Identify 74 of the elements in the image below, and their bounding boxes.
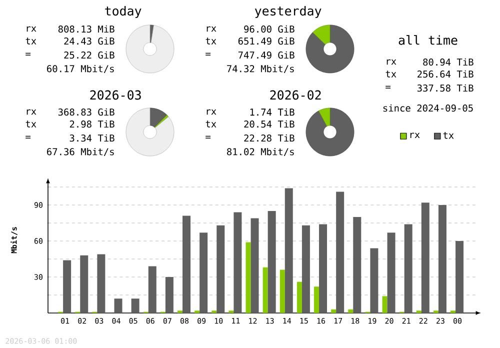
- bar: [296, 282, 302, 313]
- bar: [246, 242, 251, 313]
- text: 368.83 GiB: [58, 108, 114, 116]
- text: =: [386, 86, 390, 89]
- bar: [97, 254, 106, 313]
- text: 747.49 GiB: [238, 51, 294, 59]
- chart-title: 2026-02: [270, 90, 321, 100]
- text: tx: [26, 38, 36, 44]
- text: rx: [386, 59, 396, 65]
- text: 60.17 Mbit/s: [47, 64, 114, 74]
- text: 808.13 MiB: [58, 25, 114, 33]
- bar: [353, 217, 362, 313]
- bar: [148, 266, 156, 313]
- bar: [336, 192, 344, 313]
- bar: [268, 211, 276, 313]
- bar: [438, 205, 446, 313]
- text: rx: [206, 26, 216, 32]
- text: 22.28 TiB: [244, 134, 294, 142]
- text: 67.36 Mbit/s: [47, 148, 114, 156]
- text: 81.02 Mbit/s: [227, 148, 294, 156]
- text: tx: [206, 120, 216, 128]
- chart-title: today: [105, 6, 142, 18]
- bar: [182, 216, 191, 313]
- bar: [63, 260, 72, 313]
- bar: [387, 232, 396, 313]
- bar: [302, 225, 310, 313]
- text: 3.34 TiB: [70, 134, 114, 142]
- text: 2.98 TiB: [70, 120, 114, 128]
- bar: [114, 298, 122, 313]
- bar: [216, 225, 225, 313]
- legend-label: tx: [443, 132, 454, 139]
- text: =: [206, 52, 210, 56]
- text: =: [26, 136, 30, 139]
- legend-label: rx: [410, 132, 420, 138]
- text: 651.49 GiB: [238, 37, 294, 45]
- text: 256.64 TiB: [418, 70, 474, 78]
- text: since 2024-09-05: [383, 104, 473, 112]
- text: =: [206, 136, 210, 139]
- bar: [234, 212, 242, 313]
- bar: [280, 270, 285, 313]
- bar: [284, 188, 293, 313]
- bar: [262, 267, 268, 313]
- text: rx: [206, 109, 216, 115]
- bar: [165, 277, 174, 313]
- text: 96.00 GiB: [244, 25, 294, 33]
- text: 337.58 TiB: [417, 84, 474, 92]
- bar: [370, 248, 378, 313]
- text: 24.43 GiB: [64, 37, 114, 45]
- text: tx: [206, 38, 216, 44]
- text: 20.54 TiB: [244, 120, 294, 128]
- bar: [314, 286, 320, 313]
- text: =: [26, 52, 30, 56]
- chart-title: yesterday: [254, 6, 322, 18]
- bar: [131, 298, 140, 313]
- bar: [331, 309, 336, 313]
- bar: [404, 224, 412, 313]
- bar: [382, 296, 388, 313]
- text: rx: [26, 26, 36, 32]
- bar: [250, 218, 259, 313]
- bar: [80, 255, 88, 313]
- bar: [200, 232, 208, 313]
- bar: [319, 224, 328, 313]
- text: 1.74 TiB: [250, 108, 294, 116]
- text: 74.32 Mbit/s: [227, 64, 294, 74]
- text: rx: [26, 109, 36, 115]
- text: 80.94 TiB: [423, 58, 474, 66]
- text: 25.22 GiB: [64, 51, 114, 59]
- bar: [421, 202, 430, 313]
- text: tx: [386, 70, 396, 78]
- text: all time: [398, 35, 458, 45]
- chart-title: 2026-03: [90, 90, 141, 100]
- bar: [348, 309, 354, 313]
- bar: [456, 241, 464, 313]
- text: tx: [26, 120, 36, 128]
